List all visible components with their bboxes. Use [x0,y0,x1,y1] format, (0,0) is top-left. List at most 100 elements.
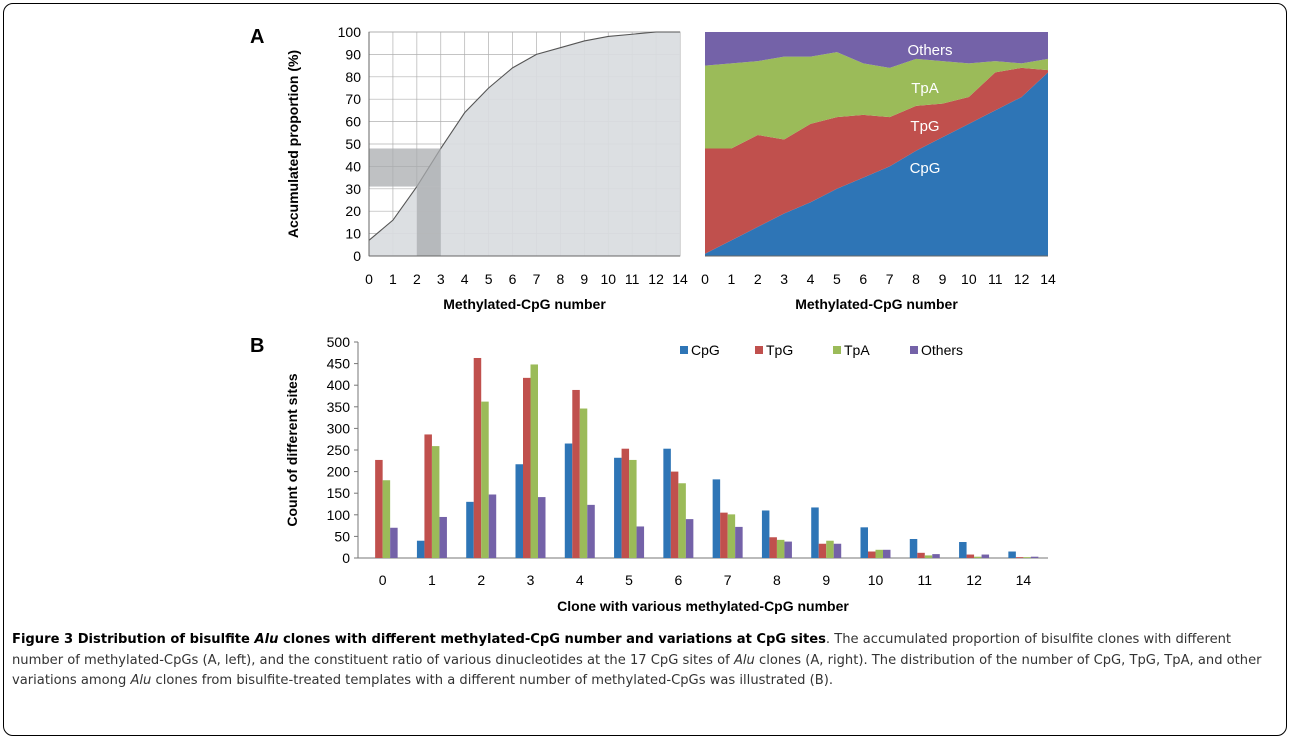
x-tick-label: 11 [988,271,1003,287]
caption-segment: Alu [130,673,152,688]
x-tick-label: 1 [428,572,436,588]
x-tick-label: 5 [485,271,493,287]
y-tick-label: 20 [345,203,361,219]
x-tick-label: 1 [389,271,397,287]
x-tick-label: 5 [833,271,841,287]
bar-others [735,526,743,558]
bar-cpg [564,443,573,558]
caption-segment: clones with different methylated-CpG num… [278,632,826,647]
bar-others [488,494,497,558]
bar-cpg [466,501,474,558]
series-label-others: Others [907,42,952,59]
x-tick-label: 2 [754,271,762,287]
bar-cpg [909,538,918,558]
x-tick-label: 9 [822,572,830,588]
y-tick-label: 100 [327,507,351,523]
bar-cpg [416,540,425,558]
y-tick-label: 90 [345,46,361,62]
x-tick-label: 3 [527,572,535,588]
x-tick-label: 6 [674,572,682,588]
x-tick-label: 14 [672,271,688,287]
y-axis-title: Count of different sites [284,373,300,526]
x-tick-label: 3 [437,271,445,287]
y-tick-label: 80 [345,69,361,85]
bar-tpa [826,540,834,558]
legend-swatch-tpg [755,346,763,354]
bar-tpg [473,357,482,558]
highlight-band-vertical [416,186,441,256]
bar-others [784,541,792,558]
caption-segment: . The accumulated proportion of bisulfit… [12,632,1232,668]
x-tick-label: 7 [886,271,894,287]
x-tick-label: 7 [724,572,732,588]
x-tick-label: 10 [600,271,616,287]
y-tick-label: 0 [342,550,350,566]
stacked-area-cpg [705,72,1048,256]
bar-tpa [382,480,391,558]
legend-label-tpa: TpA [844,342,870,358]
x-tick-label: 0 [365,271,373,287]
y-tick-label: 30 [345,181,361,197]
caption-body: . The accumulated proportion of bisulfit… [12,632,1262,688]
bar-others [932,554,940,558]
bar-cpg [712,479,721,558]
x-tick-label: 4 [576,572,584,588]
bar-tpa [776,539,785,558]
y-tick-label: 40 [345,158,361,174]
x-tick-label: 7 [533,271,541,287]
bar-cpg [663,448,671,558]
stacked-area-others [705,32,1048,68]
stacked-area-tpa [705,52,1048,149]
bar-tpa [481,401,489,558]
bar-tpa [727,514,736,558]
bar-cpg [1008,551,1016,558]
bar-cpg [959,542,967,558]
x-tick-label: 5 [625,572,633,588]
bar-tpa [974,556,982,558]
stacked-area-tpg [705,67,1048,254]
bar-others [439,516,447,558]
bar-tpg [670,471,679,558]
bar-tpg [818,543,827,558]
y-tick-label: 400 [327,377,351,393]
bar-cpg [761,510,770,558]
y-tick-label: 350 [327,399,351,415]
x-tick-label: 12 [648,271,664,287]
series-label-tpg: TpG [910,118,939,135]
y-tick-label: 500 [327,334,351,350]
legend-label-tpg: TpG [766,342,793,358]
x-tick-label: 4 [461,271,469,287]
y-tick-label: 10 [345,226,361,242]
x-tick-label: 9 [939,271,947,287]
bar-tpg [868,551,876,558]
bar-tpa [678,483,686,558]
x-tick-label: 2 [477,572,485,588]
y-tick-label: 450 [327,356,351,372]
y-tick-label: 100 [338,24,362,40]
x-tick-label: 11 [918,572,933,588]
bar-cpg [515,464,523,558]
x-tick-label: 10 [868,572,884,588]
x-tick-label: 8 [912,271,920,287]
legend-label-others: Others [921,342,963,358]
bar-tpg [621,448,630,558]
y-tick-label: 50 [334,528,350,544]
y-tick-label: 150 [327,485,351,501]
y-tick-label: 250 [327,442,351,458]
bar-tpa [924,555,933,558]
panel-letter-a: A [250,26,264,48]
caption-segment: Alu [254,632,279,647]
y-tick-label: 300 [327,420,351,436]
y-tick-label: 0 [353,248,361,264]
caption-segment: clones from bisulfite-treated templates … [151,673,834,688]
bar-others [981,554,990,558]
figure-caption: Figure 3 Distribution of bisulfite Alu c… [12,630,1277,692]
series-label-cpg: CpG [910,160,941,177]
highlight-band-horizontal [369,148,441,187]
x-tick-label: 12 [966,572,982,588]
bar-tpa [1023,557,1031,558]
